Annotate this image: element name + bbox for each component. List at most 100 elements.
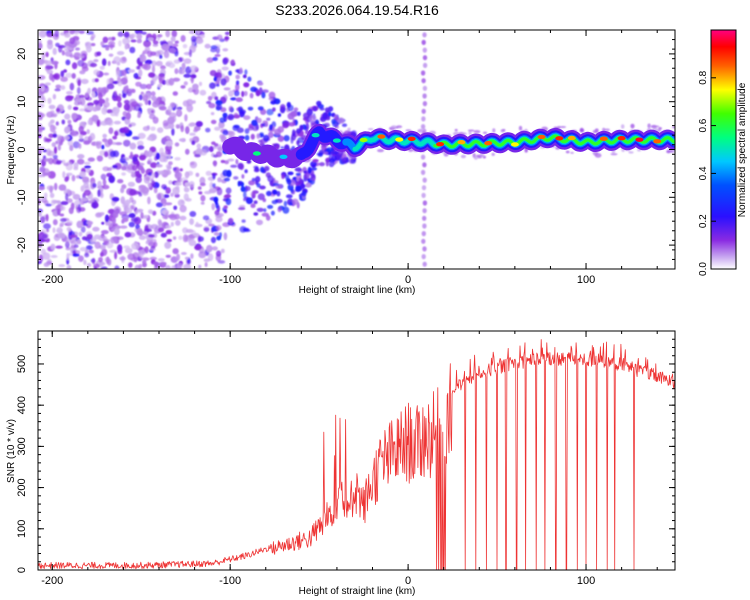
spectrogram-speckle bbox=[255, 89, 261, 97]
spectrogram-speckle bbox=[166, 136, 171, 140]
spectrogram-speckle bbox=[98, 257, 103, 263]
spectrogram-speckle bbox=[215, 250, 222, 257]
spectrogram-speckle bbox=[152, 40, 159, 45]
spectrogram-speckle bbox=[127, 181, 136, 187]
spectrogram-speckle bbox=[220, 78, 227, 86]
spectrogram-speckle bbox=[43, 223, 51, 230]
spectrogram-speckle bbox=[45, 138, 52, 142]
colorbar-tick-label: 0.2 bbox=[698, 214, 709, 228]
spectrogram-speckle bbox=[244, 128, 250, 134]
spectrogram-speckle bbox=[168, 112, 177, 119]
spectrogram-speckle bbox=[60, 70, 65, 78]
snr-x-ticks: -200 -100 0 100 bbox=[41, 331, 658, 587]
spectrogram-speckle bbox=[250, 203, 256, 208]
spectrogram-speckle bbox=[492, 128, 496, 133]
spectrogram-speckle bbox=[66, 252, 70, 261]
spectrogram-speckle bbox=[78, 94, 85, 99]
spectrogram-speckle bbox=[66, 220, 73, 226]
spectrogram-speckle bbox=[195, 172, 200, 177]
spectrogram-speckle bbox=[49, 124, 56, 133]
spectrogram-speckle bbox=[183, 81, 188, 86]
spectrogram-speckle bbox=[81, 66, 89, 72]
spectrogram-speckle bbox=[91, 33, 96, 39]
spectrogram-speckle bbox=[57, 144, 61, 151]
spectrogram-speckle bbox=[136, 140, 144, 147]
spectrogram-speckle bbox=[74, 200, 83, 207]
spectrogram-speckle bbox=[180, 125, 184, 133]
spectrogram-speckle bbox=[322, 112, 328, 120]
colorbar: 0.0 0.2 0.4 0.6 0.8 Normalized spectral ampl… bbox=[698, 29, 748, 276]
spectrogram-speckle bbox=[105, 97, 109, 102]
spectrogram-speckle bbox=[228, 131, 236, 137]
spectrogram-speckle bbox=[98, 92, 103, 100]
spectrogram-speckle bbox=[89, 132, 96, 141]
spectrogram-speckle bbox=[54, 88, 61, 92]
spectrogram-speckle bbox=[78, 231, 83, 237]
spectrogram-speckle bbox=[281, 174, 285, 180]
spectrogram-speckle bbox=[114, 227, 120, 236]
spectrogram-speckle bbox=[54, 30, 59, 38]
spectrogram-speckle bbox=[256, 133, 261, 139]
snr-frame bbox=[37, 330, 676, 571]
spectrogram-speckle bbox=[95, 105, 101, 111]
spectrogram-speckle bbox=[116, 51, 125, 56]
spectrogram-speckle bbox=[405, 129, 412, 132]
spectrogram-speckle bbox=[145, 176, 150, 181]
spectrogram-speckle bbox=[170, 221, 174, 227]
spectrogram-speckle bbox=[66, 91, 73, 95]
spectrogram-speckle bbox=[93, 99, 100, 105]
spectrogram-speckle bbox=[296, 177, 300, 182]
spectrogram-speckle bbox=[256, 219, 263, 226]
colorbar-tick-label: 0.4 bbox=[698, 166, 709, 180]
spectrogram-speckle bbox=[119, 225, 128, 229]
spectrogram-speckle bbox=[224, 36, 230, 40]
spectrogram-speckle bbox=[138, 263, 143, 269]
spectrogram-speckle bbox=[187, 170, 194, 176]
spectrogram-speckle bbox=[174, 171, 182, 180]
spectrogram-speckle bbox=[161, 199, 167, 207]
spectrogram-speckle bbox=[325, 159, 329, 167]
spectrogram-speckle bbox=[99, 244, 106, 250]
spectrogram-speckle bbox=[261, 91, 266, 99]
spectrogram-speckle bbox=[60, 76, 68, 82]
spectrogram-speckle bbox=[210, 236, 217, 244]
spectrogram-speckle bbox=[165, 212, 169, 220]
spectrogram-speckle bbox=[60, 201, 69, 206]
spectrogram-speckle bbox=[182, 44, 188, 49]
spectrogram-speckle bbox=[60, 85, 66, 90]
spectrogram-speckle bbox=[100, 173, 107, 180]
spectrogram-speckle bbox=[251, 119, 258, 127]
spectrogram-speckle bbox=[263, 208, 267, 213]
spectrogram-speckle bbox=[133, 256, 138, 263]
spectrogram-speckle bbox=[208, 223, 215, 227]
spectrogram-speckle bbox=[87, 120, 91, 125]
spectrogram-speckle bbox=[55, 161, 62, 165]
spectrogram-speckle bbox=[77, 79, 81, 87]
spectrogram-speckle bbox=[199, 149, 207, 156]
spectrogram-speckle bbox=[38, 212, 42, 217]
spectrogram-speckle bbox=[84, 252, 90, 258]
spectrogram-speckle bbox=[183, 73, 192, 78]
spectrogram-speckle bbox=[172, 77, 181, 82]
spectrogram-speckle bbox=[138, 69, 143, 77]
spectrogram-speckle bbox=[45, 51, 49, 58]
spectrogram-speckle bbox=[391, 125, 397, 129]
snr-x-label: Height of straight line (km) bbox=[299, 586, 416, 597]
spectrogram-speckle bbox=[283, 200, 288, 207]
spectrogram-speckle bbox=[247, 106, 254, 111]
colorbar-gradient bbox=[710, 29, 737, 270]
spectrogram-speckle bbox=[107, 138, 113, 146]
spectrogram-speckle bbox=[79, 247, 87, 252]
spectrogram-speckle bbox=[350, 157, 357, 164]
spectrogram-speckle bbox=[153, 187, 158, 194]
spectrogram-speckle bbox=[174, 68, 179, 75]
snr-panel: -200 -100 0 100 0 100 200 300 400 500 Height of … bbox=[6, 330, 676, 597]
spectrogram-speckle bbox=[323, 122, 330, 128]
y-tick-label: 20 bbox=[16, 48, 28, 60]
spectrogram-speckle bbox=[256, 183, 261, 188]
spectrogram-speckle bbox=[56, 107, 61, 113]
spectrogram-speckle bbox=[211, 203, 215, 211]
spectrogram-speckle bbox=[224, 160, 230, 165]
spectrogram-speckle bbox=[80, 185, 85, 192]
spectrogram-speckle bbox=[59, 224, 64, 228]
